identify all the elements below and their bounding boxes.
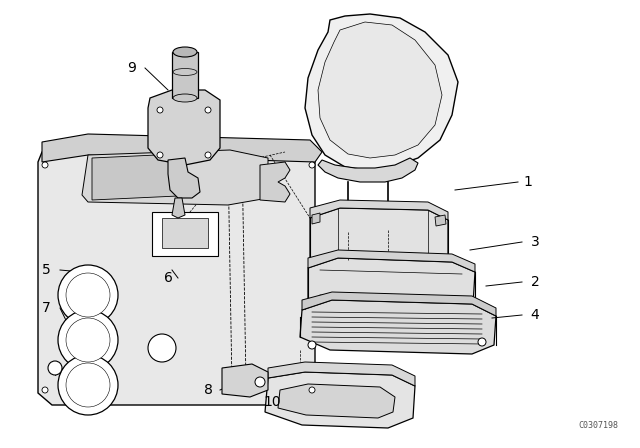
Circle shape — [42, 387, 48, 393]
Polygon shape — [318, 158, 418, 182]
Polygon shape — [172, 198, 185, 218]
Circle shape — [42, 162, 48, 168]
Circle shape — [66, 273, 110, 317]
Circle shape — [58, 310, 118, 370]
Circle shape — [478, 338, 486, 346]
Polygon shape — [260, 162, 290, 202]
Polygon shape — [42, 134, 322, 162]
Polygon shape — [312, 213, 320, 224]
Text: 8: 8 — [204, 383, 212, 397]
Polygon shape — [318, 22, 442, 158]
Polygon shape — [308, 250, 475, 272]
Text: 6: 6 — [164, 271, 172, 285]
Polygon shape — [82, 150, 268, 205]
Text: 4: 4 — [531, 308, 540, 322]
Circle shape — [157, 152, 163, 158]
Text: 2: 2 — [531, 275, 540, 289]
Text: 10: 10 — [263, 395, 281, 409]
Polygon shape — [310, 208, 448, 270]
Circle shape — [309, 162, 315, 168]
Circle shape — [255, 377, 265, 387]
Ellipse shape — [173, 47, 197, 57]
Polygon shape — [310, 200, 448, 220]
Polygon shape — [308, 258, 475, 314]
Polygon shape — [168, 158, 200, 198]
Polygon shape — [162, 218, 208, 248]
Circle shape — [66, 363, 110, 407]
Polygon shape — [152, 212, 218, 256]
Circle shape — [58, 355, 118, 415]
Polygon shape — [222, 364, 268, 397]
Circle shape — [308, 341, 316, 349]
Circle shape — [66, 318, 110, 362]
Circle shape — [148, 334, 176, 362]
Polygon shape — [435, 215, 446, 226]
Polygon shape — [278, 384, 395, 418]
Ellipse shape — [173, 94, 197, 102]
Text: 1: 1 — [524, 175, 532, 189]
Circle shape — [58, 265, 118, 325]
Polygon shape — [148, 90, 220, 165]
Polygon shape — [268, 362, 415, 386]
Polygon shape — [92, 154, 178, 200]
Text: 5: 5 — [42, 263, 51, 277]
Circle shape — [205, 152, 211, 158]
Text: 9: 9 — [127, 61, 136, 75]
Circle shape — [48, 361, 62, 375]
Text: C0307198: C0307198 — [578, 421, 618, 430]
Polygon shape — [38, 144, 315, 405]
Circle shape — [205, 107, 211, 113]
Circle shape — [157, 107, 163, 113]
Circle shape — [309, 387, 315, 393]
Polygon shape — [265, 372, 415, 428]
Text: 3: 3 — [531, 235, 540, 249]
Polygon shape — [302, 292, 496, 316]
Polygon shape — [305, 14, 458, 170]
Bar — [172, 52, 198, 98]
Text: 7: 7 — [42, 301, 51, 315]
Polygon shape — [300, 300, 496, 354]
